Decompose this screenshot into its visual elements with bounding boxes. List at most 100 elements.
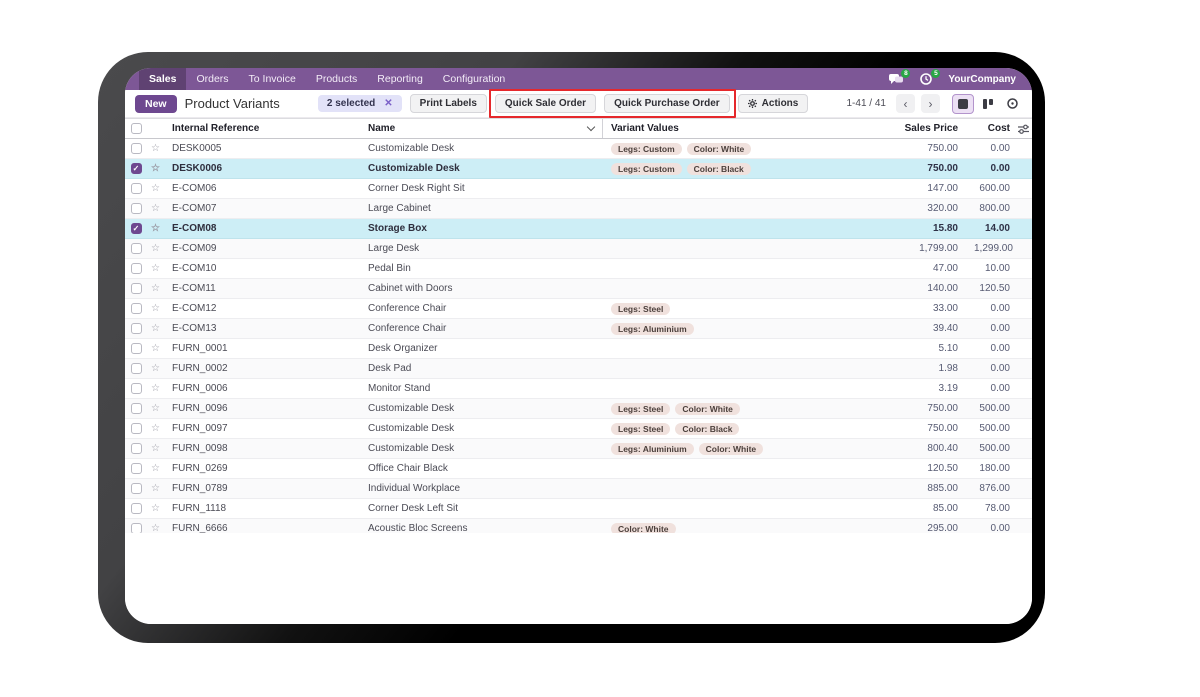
favorite-star-icon[interactable]: ☆: [151, 183, 160, 194]
table-row[interactable]: ☆ FURN_1118 Corner Desk Left Sit 85.00 7…: [125, 499, 1032, 519]
row-checkbox[interactable]: [130, 463, 142, 474]
cell-cost: 600.00: [979, 183, 1010, 194]
row-checkbox[interactable]: [130, 143, 142, 154]
print-labels-button[interactable]: Print Labels: [409, 94, 487, 113]
table-row[interactable]: ☆ E-COM06 Corner Desk Right Sit 147.00 6…: [125, 179, 1032, 199]
table-row[interactable]: ☆ FURN_0001 Desk Organizer 5.10 0.00: [125, 339, 1032, 359]
cell-name: Individual Workplace: [368, 483, 461, 494]
nav-menu-configuration[interactable]: Configuration: [442, 73, 506, 85]
activity-view-button[interactable]: [1002, 94, 1024, 114]
cell-sales-price: 47.00: [932, 263, 958, 274]
favorite-star-icon[interactable]: ☆: [151, 443, 160, 454]
table-row[interactable]: ☆ FURN_0098 Customizable Desk Legs: Alum…: [125, 439, 1032, 459]
table-row[interactable]: ☆ E-COM07 Large Cabinet 320.00 800.00: [125, 199, 1032, 219]
row-checkbox[interactable]: [130, 483, 142, 494]
table-row[interactable]: ☆ FURN_0006 Monitor Stand 3.19 0.00: [125, 379, 1032, 399]
table-row[interactable]: ☆ FURN_0269 Office Chair Black 120.50 18…: [125, 459, 1032, 479]
row-checkbox[interactable]: [130, 443, 142, 454]
clear-selection-icon[interactable]: ✕: [384, 97, 393, 109]
column-header-variant-values[interactable]: Variant Values: [611, 123, 679, 134]
favorite-star-icon[interactable]: ☆: [151, 383, 160, 394]
select-all-checkbox[interactable]: [130, 123, 142, 134]
cell-internal-reference: E-COM08: [172, 223, 217, 234]
new-button[interactable]: New: [135, 94, 177, 113]
table-row[interactable]: ☆ E-COM08 Storage Box 15.80 14.00: [125, 219, 1032, 239]
row-checkbox[interactable]: [130, 203, 142, 214]
row-checkbox[interactable]: [130, 183, 142, 194]
row-checkbox[interactable]: [130, 383, 142, 394]
table-row[interactable]: ☆ DESK0005 Customizable Desk Legs: Custo…: [125, 139, 1032, 159]
favorite-star-icon[interactable]: ☆: [151, 363, 160, 374]
row-checkbox[interactable]: [130, 343, 142, 354]
favorite-star-icon[interactable]: ☆: [151, 503, 160, 514]
kanban-view-button[interactable]: [977, 94, 999, 114]
favorite-star-icon[interactable]: ☆: [151, 243, 160, 254]
favorite-star-icon[interactable]: ☆: [151, 463, 160, 474]
table-row[interactable]: ☆ E-COM13 Conference Chair Legs: Alumini…: [125, 319, 1032, 339]
nav-menu-orders[interactable]: Orders: [196, 73, 229, 85]
row-checkbox[interactable]: [130, 403, 142, 414]
column-header-cost[interactable]: Cost: [987, 123, 1010, 134]
row-checkbox[interactable]: [130, 503, 142, 514]
table-row[interactable]: ☆ E-COM11 Cabinet with Doors 140.00 120.…: [125, 279, 1032, 299]
pager-prev-button[interactable]: ‹: [895, 94, 915, 113]
row-checkbox[interactable]: [130, 303, 142, 314]
actions-button[interactable]: Actions: [737, 94, 809, 113]
nav-menu-sales[interactable]: Sales: [139, 68, 187, 90]
table-row[interactable]: ☆ FURN_0789 Individual Workplace 885.00 …: [125, 479, 1032, 499]
table-row[interactable]: ☆ FURN_0096 Customizable Desk Legs: Stee…: [125, 399, 1032, 419]
row-checkbox[interactable]: [130, 243, 142, 254]
company-name[interactable]: YourCompany: [948, 73, 1016, 85]
favorite-star-icon[interactable]: ☆: [151, 423, 160, 434]
optional-columns-icon[interactable]: [1018, 124, 1029, 134]
table-row[interactable]: ☆ FURN_0002 Desk Pad 1.98 0.00: [125, 359, 1032, 379]
variant-value-tag: Legs: Aluminium: [611, 322, 694, 335]
quick-purchase-order-button[interactable]: Quick Purchase Order: [604, 94, 730, 113]
list-view-button[interactable]: [951, 93, 974, 114]
nav-menu-to-invoice[interactable]: To Invoice: [248, 73, 296, 85]
favorite-star-icon[interactable]: ☆: [151, 283, 160, 294]
nav-menu-products[interactable]: Products: [315, 73, 358, 85]
favorite-star-icon[interactable]: ☆: [151, 203, 160, 214]
favorite-star-icon[interactable]: ☆: [151, 523, 160, 533]
table-row[interactable]: ☆ DESK0006 Customizable Desk Legs: Custo…: [125, 159, 1032, 179]
favorite-star-icon[interactable]: ☆: [151, 483, 160, 494]
cell-cost: 14.00: [984, 223, 1010, 234]
row-checkbox[interactable]: [130, 523, 142, 533]
favorite-star-icon[interactable]: ☆: [151, 343, 160, 354]
favorite-star-icon[interactable]: ☆: [151, 263, 160, 274]
row-checkbox[interactable]: [130, 163, 142, 174]
table-row[interactable]: ☆ E-COM12 Conference Chair Legs: Steel 3…: [125, 299, 1032, 319]
favorite-star-icon[interactable]: ☆: [151, 223, 160, 234]
favorite-star-icon[interactable]: ☆: [151, 323, 160, 334]
activities-icon[interactable]: 5: [918, 68, 941, 86]
cell-name: Monitor Stand: [368, 383, 431, 394]
device-frame: Sales Orders To Invoice Products Reporti…: [98, 52, 1045, 643]
row-checkbox[interactable]: [130, 223, 142, 234]
cell-name: Desk Pad: [368, 363, 412, 374]
table-row[interactable]: ☆ E-COM09 Large Desk 1,799.00 1,299.00: [125, 239, 1032, 259]
table-row[interactable]: ☆ FURN_6666 Acoustic Bloc Screens Color:…: [125, 519, 1032, 533]
selection-count: 2 selected: [326, 98, 376, 109]
row-checkbox[interactable]: [130, 283, 142, 294]
pager-next-button[interactable]: ›: [920, 94, 940, 113]
row-checkbox[interactable]: [130, 323, 142, 334]
favorite-star-icon[interactable]: ☆: [151, 303, 160, 314]
favorite-star-icon[interactable]: ☆: [151, 403, 160, 414]
row-checkbox[interactable]: [130, 363, 142, 374]
column-header-internal-reference[interactable]: Internal Reference: [172, 123, 260, 134]
nav-menu-reporting[interactable]: Reporting: [377, 73, 423, 85]
column-header-name[interactable]: Name: [360, 119, 603, 138]
favorite-star-icon[interactable]: ☆: [151, 143, 160, 154]
cell-internal-reference: E-COM07: [172, 203, 217, 214]
row-checkbox[interactable]: [130, 423, 142, 434]
favorite-star-icon[interactable]: ☆: [151, 163, 160, 174]
cell-variant-values: Color: White: [603, 522, 874, 533]
row-checkbox[interactable]: [130, 263, 142, 274]
quick-sale-order-button[interactable]: Quick Sale Order: [494, 94, 597, 113]
messages-icon[interactable]: 8: [888, 68, 911, 86]
table-row[interactable]: ☆ E-COM10 Pedal Bin 47.00 10.00: [125, 259, 1032, 279]
variant-value-tag: Legs: Steel: [611, 302, 671, 315]
table-row[interactable]: ☆ FURN_0097 Customizable Desk Legs: Stee…: [125, 419, 1032, 439]
column-header-sales-price[interactable]: Sales Price: [904, 123, 958, 134]
